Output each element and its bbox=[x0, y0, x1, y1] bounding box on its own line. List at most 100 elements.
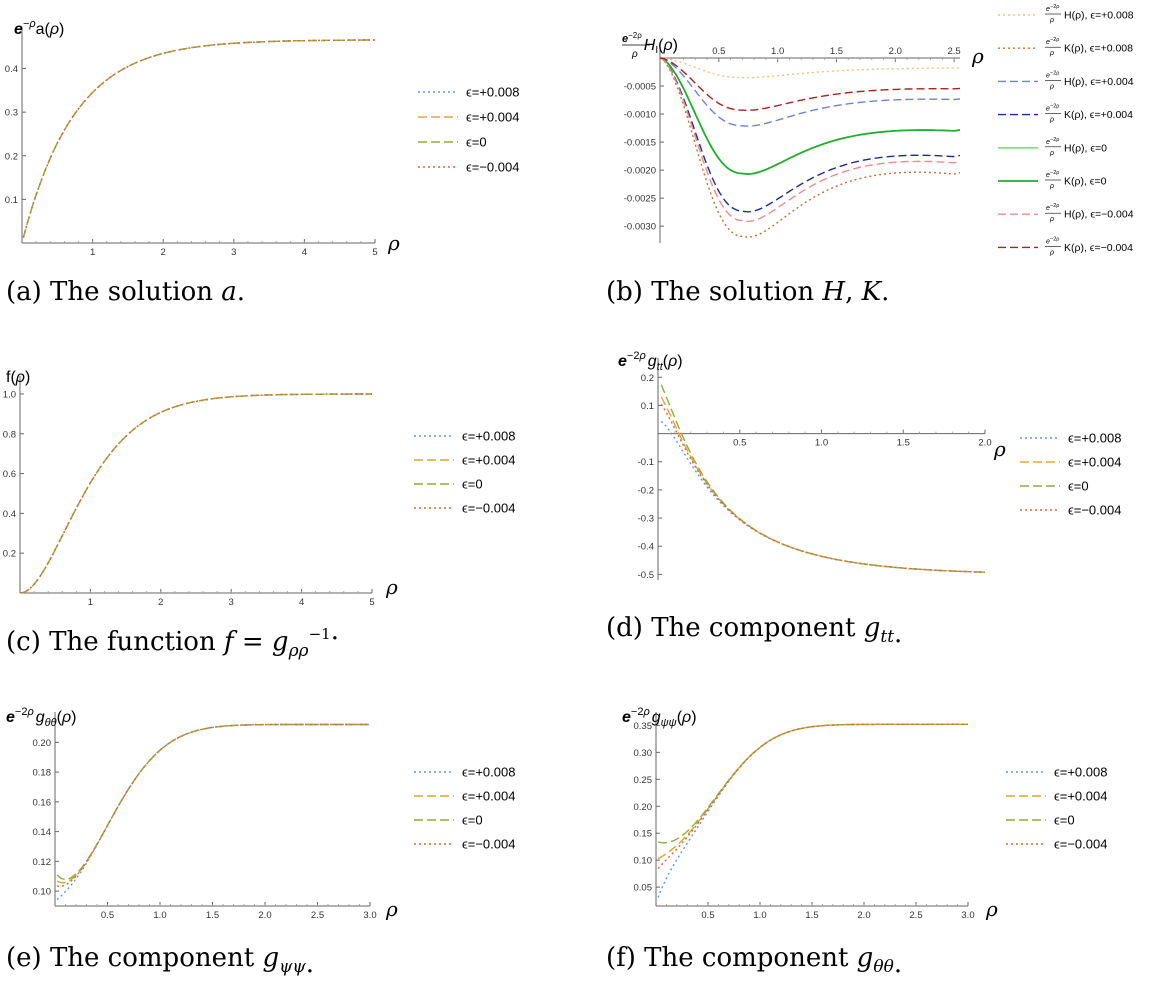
caption-part: (e) The component bbox=[6, 943, 262, 973]
legend-fraction-num: e bbox=[1046, 205, 1050, 212]
x-tick-label: 2.0 bbox=[978, 438, 991, 449]
series-line-2 bbox=[659, 57, 961, 238]
y-tick-label: -0.4 bbox=[638, 542, 654, 553]
x-axis-label: ρ bbox=[387, 231, 400, 255]
legend-label: ϵ=+0.008 bbox=[1068, 431, 1121, 446]
label-part: ) bbox=[71, 709, 76, 726]
y-tick-label: -0.0010 bbox=[624, 110, 656, 121]
legend-label: ϵ=−0.004 bbox=[466, 160, 519, 175]
legend-fraction-den: ρ bbox=[1049, 183, 1054, 190]
x-tick-label: 3 bbox=[231, 247, 236, 258]
legend-fraction-num: e bbox=[1046, 106, 1050, 113]
series-line-1 bbox=[21, 393, 372, 594]
label-part: ψψ bbox=[661, 717, 677, 729]
legend-label: ϵ=+0.008 bbox=[462, 765, 515, 780]
label-part: −2 bbox=[627, 350, 640, 362]
x-tick-label: 5 bbox=[372, 247, 377, 258]
x-tick-label: 0.5 bbox=[712, 46, 725, 57]
series-line-4 bbox=[56, 723, 370, 888]
label-part: ρ bbox=[681, 709, 691, 726]
label-part: g bbox=[36, 709, 45, 726]
series-line-7 bbox=[659, 57, 961, 222]
series-line-4 bbox=[660, 403, 986, 573]
series-line-3 bbox=[657, 723, 968, 844]
y-tick-label: 0.2 bbox=[5, 151, 18, 162]
legend-fraction-exp: −2ρ bbox=[1050, 203, 1059, 209]
label-part: a( bbox=[36, 21, 51, 38]
legend-label: K(ρ), ϵ=−0.004 bbox=[1064, 242, 1133, 254]
x-tick-label: 1.5 bbox=[805, 910, 818, 921]
x-tick-label: 0.5 bbox=[733, 438, 746, 449]
y-tick-label: 0.12 bbox=[33, 857, 52, 868]
y-tick-label: 0.4 bbox=[5, 64, 18, 75]
label-part: e bbox=[618, 353, 627, 370]
caption-part: . bbox=[894, 619, 902, 649]
legend-label: ϵ=+0.008 bbox=[462, 429, 515, 444]
y-tick-label: -0.5 bbox=[638, 570, 654, 581]
y-tick-label: 0.20 bbox=[33, 738, 52, 749]
caption-part: . bbox=[331, 616, 339, 646]
legend-label: ϵ=+0.004 bbox=[462, 453, 515, 468]
x-tick-label: 2.0 bbox=[258, 910, 271, 921]
y-tick-label: 1.0 bbox=[3, 389, 16, 400]
figure-caption: (c) The function f = gρρ−1. bbox=[6, 616, 339, 661]
x-tick-label: 2.0 bbox=[889, 46, 902, 57]
x-axis-label: ρ bbox=[993, 437, 1006, 461]
legend-fraction-num: e bbox=[1046, 139, 1050, 146]
series-line-3 bbox=[659, 57, 961, 127]
legend-label: K(ρ), ϵ=+0.008 bbox=[1064, 43, 1133, 55]
caption-part: g bbox=[857, 943, 874, 973]
label-part: ( bbox=[663, 353, 669, 370]
chart-panel-e: 0.5 1.0 1.5 2.0 2.5 3.0 0.10 0.12 0.14 0.16 0.18 0.… bbox=[6, 706, 515, 979]
y-tick-label: 0.8 bbox=[3, 429, 16, 440]
y-tick-label: 0.10 bbox=[33, 887, 52, 898]
label-part: tt bbox=[657, 361, 664, 373]
x-tick-label: 1.0 bbox=[153, 910, 166, 921]
y-tick-label: 0.15 bbox=[634, 829, 653, 840]
x-tick-label: 1.5 bbox=[206, 910, 219, 921]
x-axis-label: ρ bbox=[971, 44, 984, 68]
series-line-1 bbox=[657, 723, 968, 898]
series-line-2 bbox=[657, 723, 968, 860]
label-part: ) bbox=[59, 21, 64, 38]
x-tick-label: 4 bbox=[302, 247, 307, 258]
series-line-1 bbox=[660, 420, 986, 573]
legend-label: ϵ=0 bbox=[1068, 479, 1089, 494]
y-tick-label: -0.0025 bbox=[624, 194, 656, 205]
y-tick-label: 0.10 bbox=[634, 856, 653, 867]
label-part: ρ bbox=[15, 369, 25, 386]
label-part: −2ρ bbox=[628, 31, 642, 40]
y-tick-label: -0.0005 bbox=[624, 82, 656, 93]
y-tick-label: -0.1 bbox=[638, 457, 654, 468]
y-tick-label: 0.35 bbox=[634, 721, 653, 732]
label-part: ( bbox=[57, 709, 63, 726]
legend-fraction-num: e bbox=[1046, 39, 1050, 46]
x-tick-label: 4 bbox=[299, 597, 304, 608]
label-part: ) bbox=[673, 37, 678, 54]
y-tick-label: 0.20 bbox=[634, 802, 653, 813]
legend-fraction-exp: −2ρ bbox=[1050, 137, 1059, 143]
y-tick-label: 0.2 bbox=[641, 373, 654, 384]
y-tick-label: -0.3 bbox=[638, 514, 654, 525]
caption-part: (f) The component bbox=[606, 943, 857, 973]
caption-part: = bbox=[234, 627, 272, 657]
legend-fraction-num: e bbox=[1046, 172, 1050, 179]
series-line-1 bbox=[22, 39, 375, 238]
legend-fraction-exp: −2ρ bbox=[1050, 37, 1059, 43]
label-part: ρ bbox=[26, 706, 33, 718]
label-part: f( bbox=[6, 369, 16, 386]
caption-part: , bbox=[845, 277, 862, 307]
label-part: θθ bbox=[45, 717, 57, 729]
caption-part: g bbox=[864, 613, 881, 643]
series-line-5 bbox=[659, 57, 961, 175]
label-part: e bbox=[622, 709, 631, 726]
legend-label: ϵ=−0.004 bbox=[1068, 503, 1121, 518]
figure-caption: (d) The component gtt. bbox=[606, 613, 902, 649]
chart-panel-c: 1 2 3 4 50.20.40.60.81.0f(ρ)ρϵ=+0.008ϵ=+0.00… bbox=[3, 369, 516, 661]
x-tick-label: 2 bbox=[158, 597, 163, 608]
label-part: ( bbox=[677, 709, 683, 726]
caption-part: g bbox=[272, 627, 289, 657]
label-part: −2 bbox=[631, 706, 644, 718]
legend-fraction-den: ρ bbox=[1049, 150, 1054, 157]
